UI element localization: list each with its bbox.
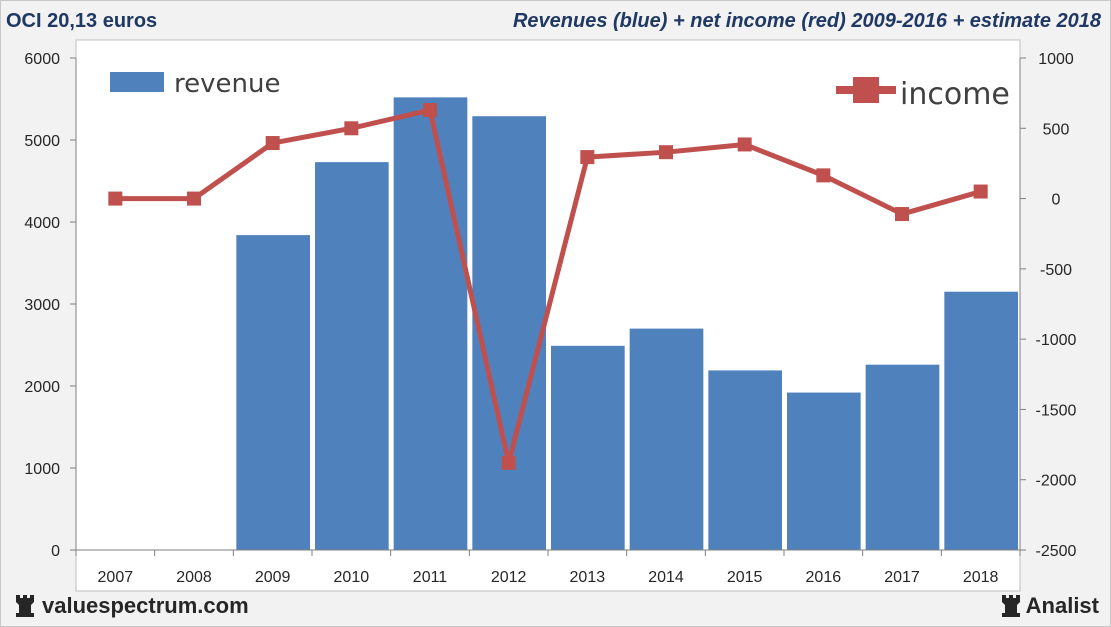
revenue-bar — [551, 345, 625, 550]
x-tick-label: 2014 — [648, 569, 684, 586]
right-tick-label: 0 — [1052, 192, 1061, 209]
revenue-bar — [865, 364, 940, 550]
revenue-bar — [787, 392, 861, 550]
right-tick-label: -1000 — [1036, 332, 1077, 349]
left-tick-label: 5000 — [24, 133, 60, 150]
right-tick-label: 500 — [1043, 121, 1070, 138]
income-marker — [344, 121, 359, 136]
income-marker — [187, 191, 201, 206]
revenue-bar — [315, 162, 389, 550]
income-line-path — [115, 107, 982, 466]
footer-analist: Analist — [1000, 593, 1099, 619]
x-tick-label: 2011 — [413, 569, 448, 586]
legend-income-marker — [853, 77, 879, 103]
right-tick-label: -1500 — [1036, 402, 1077, 419]
legend-income-label: income — [900, 77, 1010, 112]
income-marker — [501, 455, 516, 470]
revenue-bar — [944, 291, 1018, 550]
x-tick-label: 2007 — [98, 569, 134, 586]
x-tick-label: 2013 — [570, 569, 606, 586]
footer-site-label: valuespectrum.com — [42, 593, 249, 618]
income-marker — [659, 145, 673, 160]
rook-icon — [1001, 595, 1020, 617]
left-tick-label: 0 — [51, 543, 60, 560]
revenue-bars — [236, 97, 1018, 551]
income-marker — [423, 103, 437, 118]
x-tick-label: 2015 — [727, 569, 763, 586]
x-tick-label: 2008 — [176, 569, 212, 586]
legend: revenue income — [110, 69, 1010, 112]
footer-brand: valuespectrum.com — [14, 593, 249, 619]
income-marker — [895, 207, 909, 222]
income-marker — [108, 191, 123, 206]
revenue-bar — [236, 235, 310, 550]
revenue-bar — [472, 116, 546, 550]
left-tick-label: 4000 — [24, 215, 60, 232]
left-tick-label: 1000 — [24, 461, 60, 478]
left-axis: 0 1000 2000 3000 4000 5000 6000 — [24, 51, 77, 560]
revenue-bar — [629, 328, 704, 550]
right-tick-label: 1000 — [1038, 51, 1074, 68]
revenue-bar — [393, 97, 468, 551]
right-tick-label: -2500 — [1036, 543, 1077, 560]
x-tick-label: 2018 — [963, 569, 999, 586]
chart-title: Revenues (blue) + net income (red) 2009-… — [512, 10, 1101, 32]
footer-analist-label: Analist — [1025, 593, 1099, 618]
income-marker — [580, 150, 595, 165]
right-tick-label: -500 — [1040, 262, 1072, 279]
right-axis: -2500 -2000 -1500 -1000 -500 0 500 1000 — [1019, 51, 1077, 560]
rook-icon — [16, 595, 34, 617]
legend-revenue-label: revenue — [174, 69, 280, 99]
income-marker — [265, 136, 280, 151]
x-axis: 2007 2008 2009 2010 2011 2012 2013 2014 2015 2016… — [75, 549, 1021, 586]
left-tick-label: 6000 — [24, 51, 60, 68]
income-marker — [816, 168, 831, 183]
stock-price-title: OCI 20,13 euros — [6, 10, 158, 32]
x-tick-label: 2016 — [806, 569, 842, 586]
x-tick-label: 2010 — [334, 569, 370, 586]
left-tick-label: 3000 — [24, 297, 60, 314]
revenue-bar — [708, 370, 782, 550]
right-tick-label: -2000 — [1036, 473, 1077, 490]
income-marker — [737, 137, 752, 152]
x-tick-label: 2017 — [884, 569, 920, 586]
legend-revenue-swatch — [110, 72, 164, 92]
income-marker — [973, 184, 988, 199]
left-tick-label: 2000 — [24, 379, 60, 396]
income-line — [108, 103, 988, 470]
x-tick-label: 2012 — [491, 569, 527, 586]
x-tick-label: 2009 — [255, 569, 291, 586]
